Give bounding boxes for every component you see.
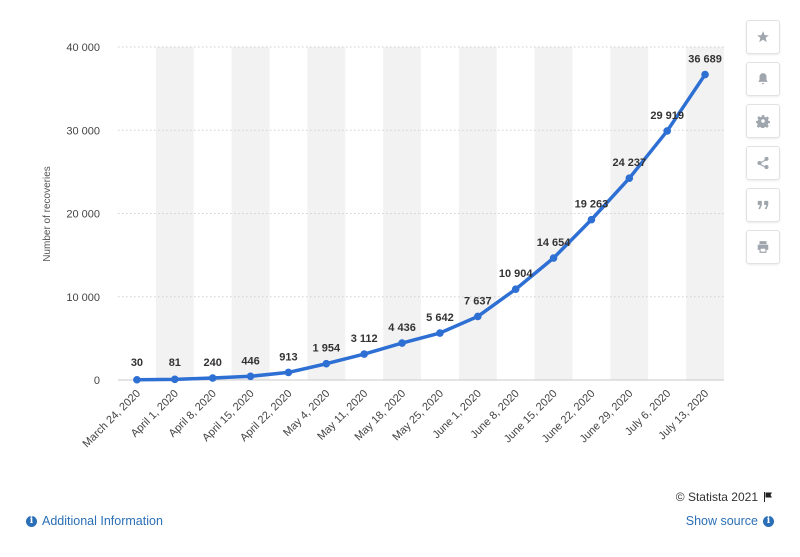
data-point bbox=[171, 375, 179, 384]
credit-text: © Statista 2021 bbox=[675, 490, 758, 504]
star-icon bbox=[757, 31, 769, 43]
data-point bbox=[587, 215, 596, 224]
data-labels: 30 81 240 446 913 1 954 3 112 4 436 5 642 7 637 10… bbox=[131, 54, 722, 369]
notification-button[interactable] bbox=[746, 62, 780, 96]
data-point bbox=[549, 254, 558, 262]
print-button[interactable] bbox=[746, 230, 780, 264]
data-point bbox=[663, 127, 671, 135]
y-tick-label: 10 000 bbox=[66, 292, 100, 304]
data-label: 7 637 bbox=[464, 295, 492, 307]
y-tick-label: 30 000 bbox=[66, 125, 100, 137]
share-button[interactable] bbox=[746, 146, 780, 180]
data-point bbox=[246, 372, 255, 381]
share-icon bbox=[757, 156, 769, 170]
data-label: 5 642 bbox=[426, 312, 454, 324]
data-label: 240 bbox=[204, 357, 222, 369]
data-label: 24 237 bbox=[612, 157, 646, 169]
data-point bbox=[208, 374, 217, 382]
x-tick-label: March 24, 2020 bbox=[81, 388, 144, 451]
data-label: 30 bbox=[131, 357, 143, 369]
data-point bbox=[625, 174, 634, 183]
data-label: 19 263 bbox=[575, 199, 609, 211]
series-recoveries bbox=[133, 70, 709, 384]
y-tick-label: 40 000 bbox=[66, 42, 100, 54]
print-icon bbox=[757, 241, 769, 253]
data-point bbox=[474, 312, 482, 321]
chart-toolbar bbox=[746, 20, 780, 264]
cite-button[interactable] bbox=[746, 188, 780, 222]
data-point bbox=[360, 350, 368, 358]
bell-icon bbox=[758, 73, 768, 85]
data-label: 446 bbox=[241, 355, 259, 367]
flag-icon bbox=[764, 492, 772, 502]
data-label: 36 689 bbox=[688, 54, 722, 66]
data-point bbox=[436, 329, 444, 337]
gear-icon bbox=[756, 115, 770, 128]
additional-information-link[interactable]: i Additional Information bbox=[26, 514, 163, 528]
data-label: 1 954 bbox=[313, 343, 341, 355]
additional-information-label: Additional Information bbox=[42, 514, 163, 528]
data-point bbox=[322, 359, 331, 368]
y-axis-ticks: 0 10 000 20 000 30 000 40 000 bbox=[66, 42, 100, 387]
data-label: 10 904 bbox=[499, 268, 534, 280]
column-band bbox=[686, 47, 724, 380]
data-label: 3 112 bbox=[351, 333, 378, 345]
favorite-button[interactable] bbox=[746, 20, 780, 54]
info-icon: i bbox=[26, 515, 37, 527]
info-icon: i bbox=[763, 515, 774, 527]
data-label: 29 919 bbox=[650, 110, 684, 122]
data-point bbox=[701, 70, 709, 79]
data-label: 4 436 bbox=[388, 322, 416, 334]
line-chart: 0 10 000 20 000 30 000 40 000 March 24, 2020… bbox=[42, 42, 724, 451]
data-label: 913 bbox=[279, 351, 297, 363]
quote-icon bbox=[757, 200, 769, 210]
data-point bbox=[398, 339, 406, 347]
show-source-label: Show source bbox=[685, 514, 758, 528]
data-point bbox=[511, 285, 520, 294]
settings-button[interactable] bbox=[746, 104, 780, 138]
gridlines bbox=[118, 46, 724, 381]
series-line bbox=[135, 72, 707, 382]
data-point bbox=[133, 375, 141, 384]
y-tick-label: 0 bbox=[94, 375, 100, 387]
data-label: 81 bbox=[169, 357, 181, 369]
show-source-link[interactable]: Show source i bbox=[686, 514, 774, 528]
statista-credit[interactable]: © Statista 2021 bbox=[676, 490, 774, 504]
column-band bbox=[610, 47, 649, 380]
y-tick-label: 20 000 bbox=[66, 209, 100, 221]
data-point bbox=[284, 368, 293, 377]
data-label: 14 654 bbox=[537, 237, 572, 249]
y-axis-label: Number of recoveries bbox=[42, 166, 53, 262]
